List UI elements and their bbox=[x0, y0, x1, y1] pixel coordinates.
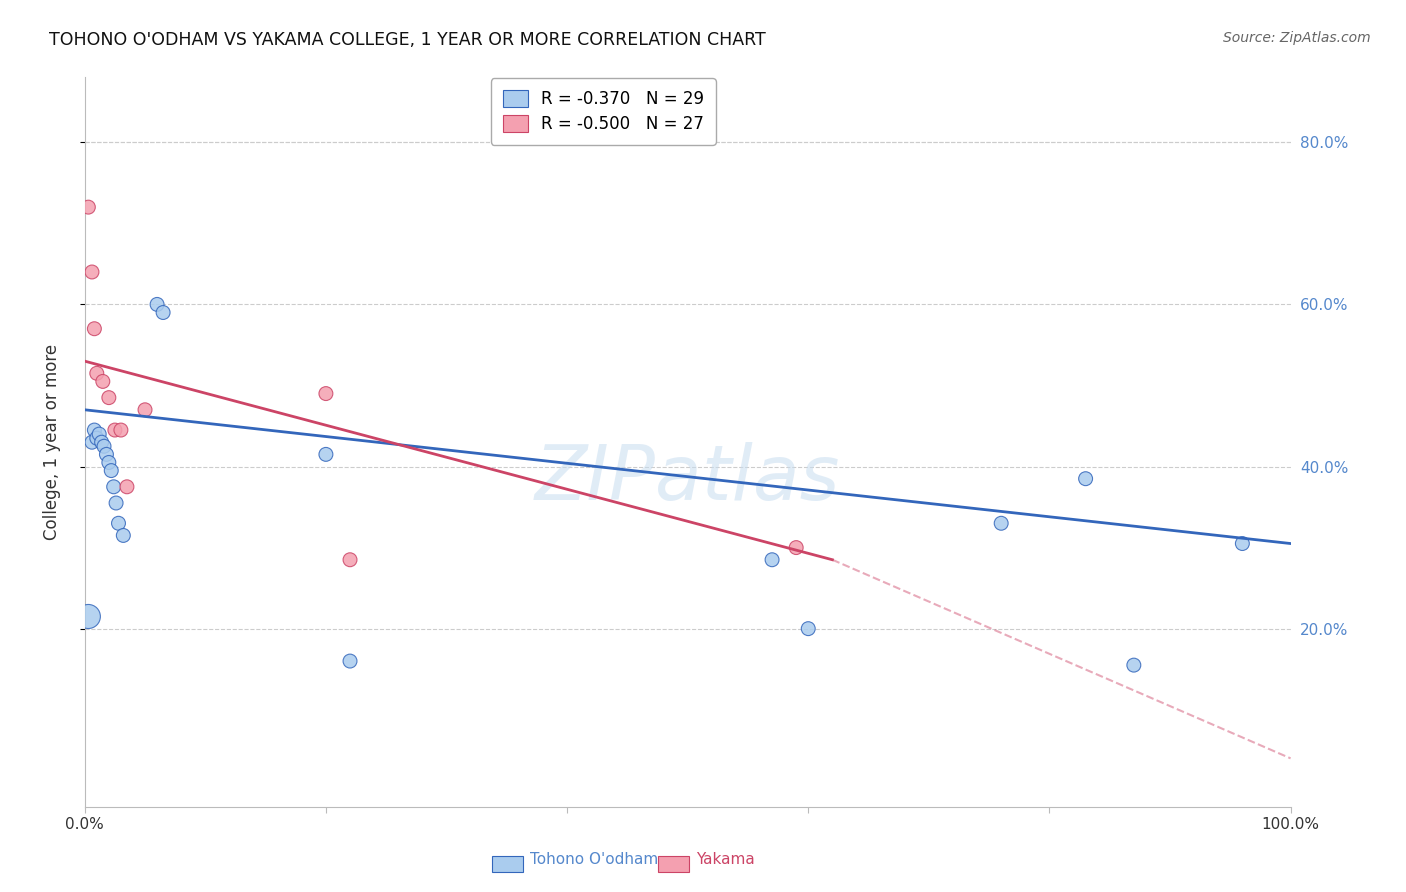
Point bbox=[1074, 472, 1097, 486]
Text: Tohono O'odham: Tohono O'odham bbox=[530, 853, 658, 867]
Text: ZIPatlas: ZIPatlas bbox=[534, 442, 841, 516]
Point bbox=[105, 496, 128, 510]
Point bbox=[315, 386, 337, 401]
Point bbox=[339, 553, 361, 567]
Point bbox=[93, 439, 115, 453]
Point bbox=[80, 435, 103, 450]
Point bbox=[134, 402, 156, 417]
Point bbox=[77, 200, 100, 214]
Point bbox=[96, 447, 118, 461]
Point bbox=[86, 367, 108, 381]
Point bbox=[86, 431, 108, 445]
Point bbox=[152, 305, 174, 319]
Point bbox=[785, 541, 807, 555]
Point bbox=[104, 423, 127, 437]
Point bbox=[97, 455, 120, 469]
Point bbox=[115, 480, 138, 494]
Point bbox=[97, 391, 120, 405]
Point bbox=[100, 464, 122, 478]
Text: Yakama: Yakama bbox=[696, 853, 755, 867]
Point bbox=[103, 480, 125, 494]
Point bbox=[761, 553, 783, 567]
Point bbox=[91, 375, 114, 389]
Point bbox=[110, 423, 132, 437]
Point bbox=[107, 516, 129, 531]
Point bbox=[1122, 658, 1144, 673]
Point bbox=[146, 297, 169, 311]
Point bbox=[339, 654, 361, 668]
Point bbox=[89, 427, 111, 442]
Point bbox=[315, 447, 337, 461]
Point bbox=[77, 609, 100, 624]
Text: TOHONO O'ODHAM VS YAKAMA COLLEGE, 1 YEAR OR MORE CORRELATION CHART: TOHONO O'ODHAM VS YAKAMA COLLEGE, 1 YEAR… bbox=[49, 31, 766, 49]
Point bbox=[112, 528, 135, 542]
Point bbox=[990, 516, 1012, 531]
Point bbox=[1232, 536, 1254, 550]
Point bbox=[797, 622, 820, 636]
Text: Source: ZipAtlas.com: Source: ZipAtlas.com bbox=[1223, 31, 1371, 45]
Point bbox=[83, 423, 105, 437]
Point bbox=[83, 322, 105, 336]
Point bbox=[80, 265, 103, 279]
Legend: R = -0.370   N = 29, R = -0.500   N = 27: R = -0.370 N = 29, R = -0.500 N = 27 bbox=[491, 78, 716, 145]
Point bbox=[90, 435, 112, 450]
Y-axis label: College, 1 year or more: College, 1 year or more bbox=[44, 344, 60, 541]
